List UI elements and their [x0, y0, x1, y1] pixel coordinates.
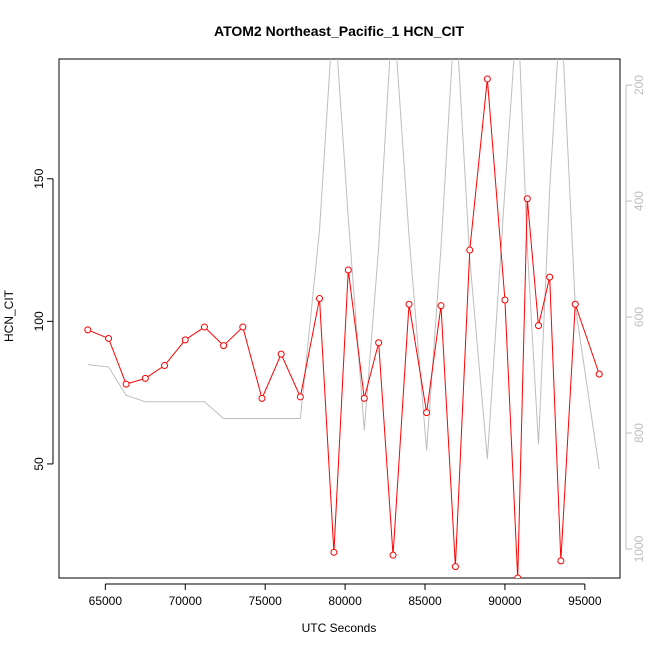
y-axis-right: 200 400 600 800 1000 — [625, 75, 646, 562]
y2-tick-label: 1000 — [632, 535, 646, 562]
data-point — [451, 563, 459, 571]
data-point — [501, 296, 509, 304]
data-point — [523, 195, 531, 203]
data-point — [466, 246, 474, 254]
data-point — [344, 266, 352, 274]
x-tick-label: 70000 — [169, 594, 203, 608]
data-point — [595, 370, 603, 378]
data-point — [330, 548, 338, 556]
x-tick-label: 80000 — [328, 594, 362, 608]
x-axis-label: UTC Seconds — [302, 621, 377, 635]
y2-tick-label: 600 — [632, 307, 646, 327]
data-point — [141, 374, 149, 382]
y2-tick-label: 200 — [632, 75, 646, 95]
y-axis-label: HCN_CIT — [2, 289, 16, 342]
data-point — [220, 342, 228, 350]
data-point — [405, 300, 413, 308]
data-point — [200, 323, 208, 331]
secondary-line — [87, 59, 600, 470]
data-point — [316, 295, 324, 303]
data-point — [239, 323, 247, 331]
x-tick-label: 75000 — [248, 594, 282, 608]
series-hcn-cit — [84, 75, 603, 578]
data-point — [122, 380, 130, 388]
x-tick-label: 65000 — [89, 594, 123, 608]
y-tick-label: 50 — [32, 457, 46, 471]
data-point — [389, 551, 397, 559]
series-layer — [84, 59, 603, 578]
series-secondary — [87, 59, 600, 470]
data-point — [84, 326, 92, 334]
data-point — [375, 339, 383, 347]
data-point — [571, 300, 579, 308]
data-point — [423, 409, 431, 417]
data-point — [277, 350, 285, 358]
data-point — [483, 75, 491, 83]
data-point — [360, 394, 368, 402]
data-point — [437, 302, 445, 310]
y-axis-left: 50 100 150 — [32, 168, 54, 471]
data-point — [296, 393, 304, 401]
data-point — [534, 322, 542, 330]
y2-tick-label: 400 — [632, 191, 646, 211]
x-tick-label: 85000 — [408, 594, 442, 608]
y-tick-label: 150 — [32, 168, 46, 188]
data-point — [105, 334, 113, 342]
x-tick-label: 95000 — [568, 594, 602, 608]
data-point — [160, 362, 168, 370]
data-point — [258, 394, 266, 402]
data-point — [514, 574, 522, 578]
data-point — [557, 557, 565, 565]
y-tick-label: 100 — [32, 311, 46, 331]
data-point — [181, 336, 189, 344]
data-point — [546, 273, 554, 281]
hcn-cit-line — [87, 78, 600, 578]
chart-title: ATOM2 Northeast_Pacific_1 HCN_CIT — [214, 23, 464, 39]
y2-tick-label: 800 — [632, 423, 646, 443]
x-tick-label: 90000 — [488, 594, 522, 608]
x-axis: 65000 70000 75000 80000 85000 90000 95000 — [89, 583, 602, 608]
plot-area-frame — [58, 58, 621, 579]
